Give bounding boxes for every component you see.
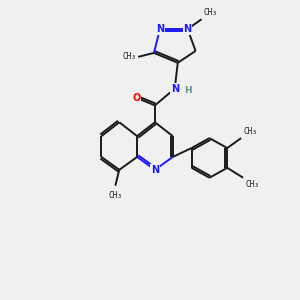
Text: N: N — [151, 165, 159, 175]
Text: CH₃: CH₃ — [243, 127, 257, 136]
Text: N: N — [171, 84, 179, 94]
Text: CH₃: CH₃ — [122, 52, 136, 62]
Text: O: O — [132, 94, 140, 103]
Text: N: N — [184, 24, 192, 34]
Text: CH₃: CH₃ — [245, 180, 259, 189]
Text: CH₃: CH₃ — [108, 190, 122, 200]
Text: N: N — [156, 24, 164, 34]
Text: CH₃: CH₃ — [203, 8, 218, 17]
Text: H: H — [184, 86, 191, 95]
